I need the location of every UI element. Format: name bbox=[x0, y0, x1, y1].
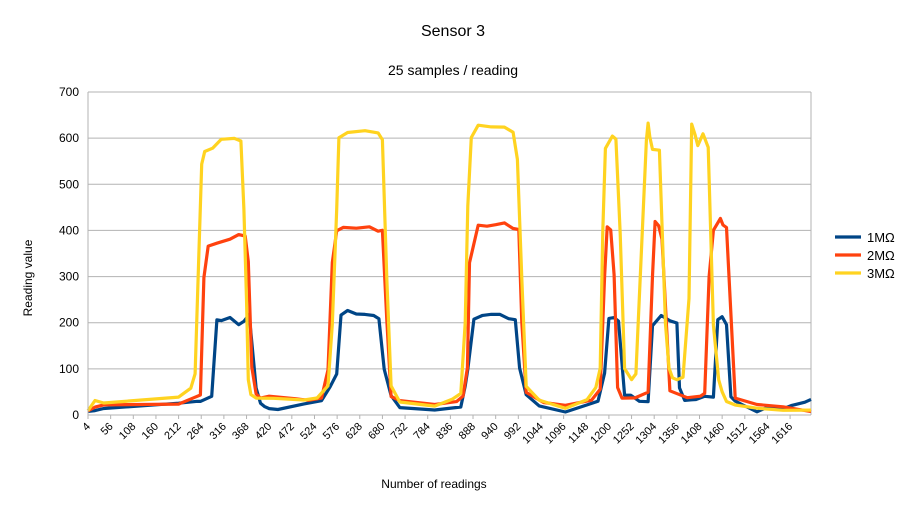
legend-label: 3MΩ bbox=[867, 266, 895, 281]
chart-title: Sensor 3 bbox=[421, 23, 485, 40]
y-tick-label: 100 bbox=[59, 362, 79, 376]
series-line bbox=[87, 308, 812, 414]
y-tick-label: 600 bbox=[59, 131, 79, 145]
series-line bbox=[87, 216, 812, 414]
y-tick-label: 300 bbox=[59, 270, 79, 284]
legend: 1MΩ 2MΩ 3MΩ bbox=[835, 230, 895, 281]
legend-label: 1MΩ bbox=[867, 230, 895, 245]
y-axis-label: Reading value bbox=[21, 239, 35, 316]
x-axis-label: Number of readings bbox=[381, 477, 486, 491]
y-tick-label: 700 bbox=[59, 85, 79, 99]
y-tick-label: 0 bbox=[72, 408, 79, 422]
grid bbox=[88, 91, 812, 415]
legend-label: 2MΩ bbox=[867, 248, 895, 263]
y-tick-label: 500 bbox=[59, 177, 79, 191]
series-lines bbox=[86, 121, 812, 414]
y-tick-label: 200 bbox=[59, 316, 79, 330]
series-line bbox=[86, 121, 812, 412]
chart-subtitle: 25 samples / reading bbox=[388, 62, 518, 78]
y-tick-label: 400 bbox=[59, 223, 79, 237]
